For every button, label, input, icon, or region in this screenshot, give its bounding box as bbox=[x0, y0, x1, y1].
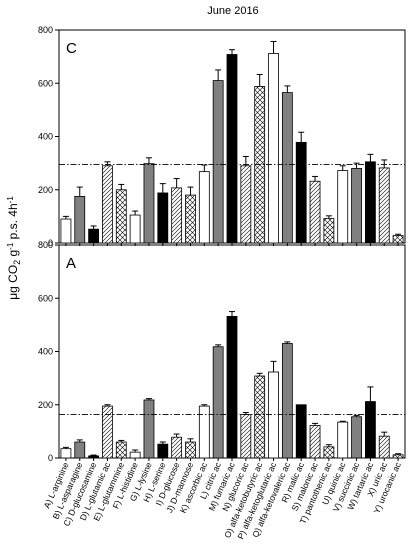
y-label-exp2: -1 bbox=[6, 196, 15, 204]
y-tick-label: 800 bbox=[38, 240, 53, 250]
chart-title: June 2016 bbox=[207, 5, 258, 17]
y-tick-label: 800 bbox=[38, 25, 53, 35]
y-label-ps: p.s. 4h bbox=[6, 203, 20, 242]
bar bbox=[60, 448, 72, 459]
bar bbox=[295, 141, 307, 244]
bar bbox=[281, 343, 293, 459]
y-tick-label: 600 bbox=[38, 78, 53, 88]
bar bbox=[74, 196, 86, 244]
bar bbox=[351, 416, 362, 459]
y-tick-label: 200 bbox=[38, 400, 53, 410]
bar bbox=[88, 228, 99, 244]
bar bbox=[323, 446, 335, 459]
bar bbox=[295, 404, 307, 459]
bar bbox=[198, 405, 210, 459]
bar bbox=[60, 218, 72, 244]
bar bbox=[240, 165, 252, 244]
bar bbox=[157, 443, 169, 459]
bar bbox=[309, 180, 321, 244]
y-tick-label: 400 bbox=[38, 347, 53, 357]
bar bbox=[337, 421, 349, 459]
bar bbox=[309, 425, 321, 459]
bar bbox=[212, 346, 224, 459]
y-label-g: g bbox=[6, 250, 20, 260]
bar bbox=[74, 441, 86, 459]
bar bbox=[254, 375, 266, 459]
bar bbox=[364, 401, 376, 459]
y-tick-label: 0 bbox=[48, 453, 53, 463]
y-tick-label: 600 bbox=[38, 293, 53, 303]
bar bbox=[88, 455, 99, 459]
bar bbox=[198, 171, 210, 244]
y-axis-label: μg CO2 g-1 p.s. 4h-1 bbox=[6, 196, 22, 300]
panel-a: A 0 200 400 600 800 bbox=[38, 240, 406, 463]
bar bbox=[351, 168, 362, 244]
bar bbox=[115, 189, 127, 244]
bar bbox=[337, 170, 349, 244]
bar bbox=[143, 163, 155, 244]
panel-label: A bbox=[66, 255, 76, 272]
bar bbox=[378, 435, 390, 459]
y-label-sub2: 2 bbox=[12, 260, 22, 265]
y-tick-label: 400 bbox=[38, 132, 53, 142]
y-label-gco: g CO bbox=[6, 265, 20, 293]
bar bbox=[226, 54, 238, 244]
bar bbox=[115, 441, 127, 459]
bar bbox=[212, 80, 224, 244]
bar bbox=[185, 441, 196, 459]
y-label-exp1: -1 bbox=[6, 242, 15, 250]
bar bbox=[129, 214, 141, 244]
bar bbox=[392, 454, 404, 459]
bar bbox=[157, 192, 169, 244]
bar bbox=[226, 315, 238, 459]
bar bbox=[281, 92, 293, 244]
bar bbox=[323, 218, 335, 244]
y-tick-label: 200 bbox=[38, 185, 53, 195]
bar bbox=[378, 167, 390, 244]
bar bbox=[143, 399, 155, 459]
bar bbox=[129, 451, 141, 459]
bar bbox=[171, 436, 183, 459]
bar bbox=[392, 235, 404, 244]
y-tick-label: 0 bbox=[48, 238, 53, 248]
bar bbox=[240, 414, 252, 459]
bar bbox=[268, 53, 279, 244]
bar bbox=[171, 187, 183, 244]
bar bbox=[185, 194, 196, 244]
bar bbox=[102, 405, 113, 459]
y-label-mu: μ bbox=[6, 293, 20, 300]
bar bbox=[102, 165, 113, 244]
panel-c: C 0 200 400 600 800 bbox=[38, 25, 406, 248]
panel-label: C bbox=[66, 40, 77, 57]
bar bbox=[364, 161, 376, 244]
